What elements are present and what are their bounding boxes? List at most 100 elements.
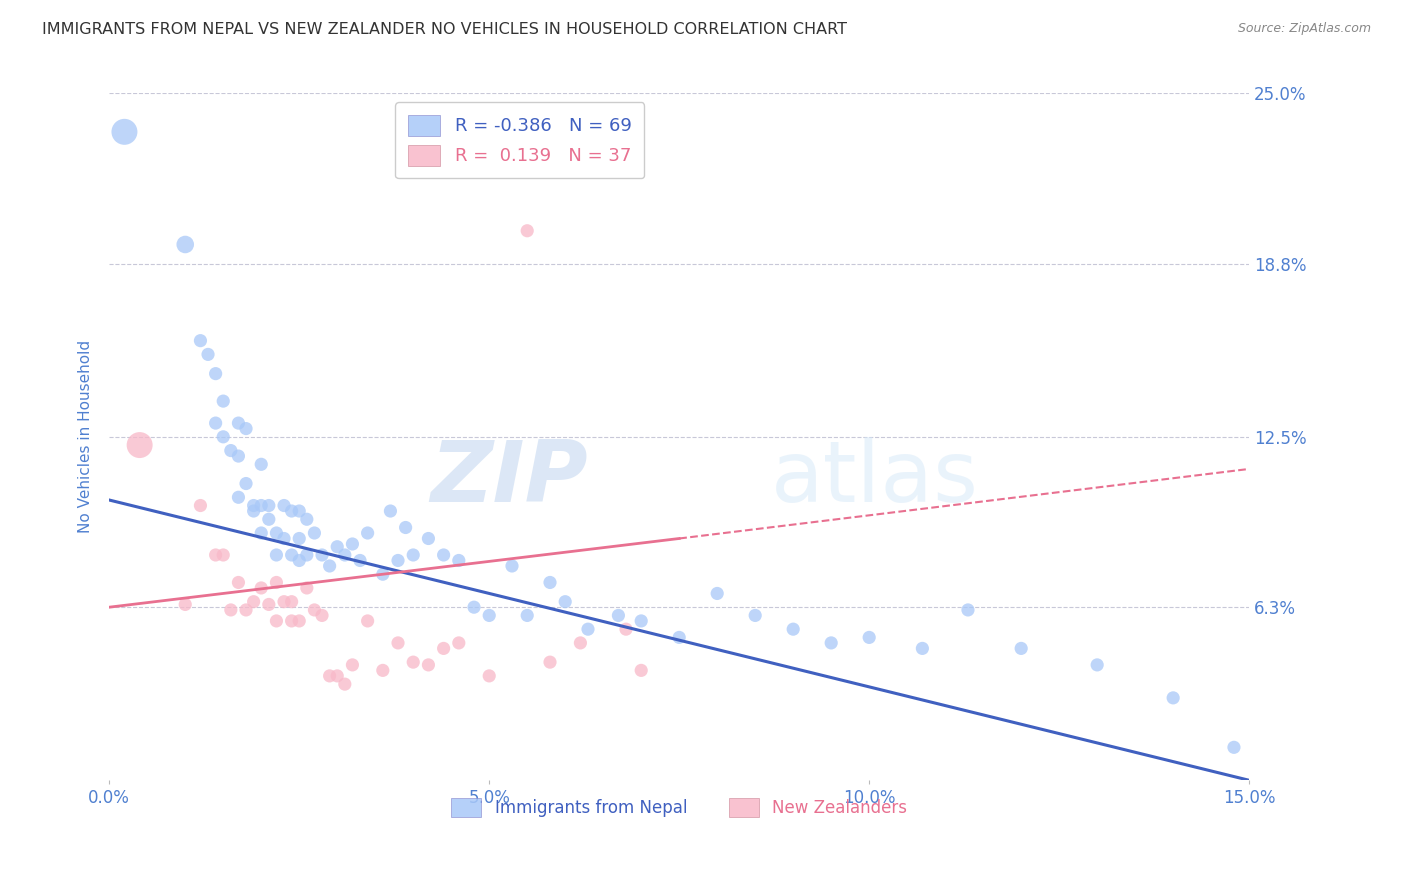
Point <box>235 421 257 435</box>
Point <box>1161 690 1184 705</box>
Point <box>911 641 934 656</box>
Point <box>212 430 235 444</box>
Point <box>668 631 690 645</box>
Point <box>190 334 212 348</box>
Point <box>204 367 226 381</box>
Point <box>280 504 302 518</box>
Point <box>266 548 288 562</box>
Point <box>204 548 226 562</box>
Point <box>288 614 311 628</box>
Point <box>607 608 630 623</box>
Point <box>318 669 340 683</box>
Point <box>318 559 340 574</box>
Point <box>212 394 235 409</box>
Point <box>228 575 250 590</box>
Point <box>235 476 257 491</box>
Point <box>266 575 288 590</box>
Point <box>266 614 288 628</box>
Point <box>304 526 326 541</box>
Point <box>174 237 197 252</box>
Point <box>387 553 409 567</box>
Point <box>516 224 538 238</box>
Point <box>463 600 485 615</box>
Point <box>257 499 280 513</box>
Point <box>228 449 250 463</box>
Point <box>257 512 280 526</box>
Point <box>212 548 235 562</box>
Point <box>235 603 257 617</box>
Point <box>614 622 637 636</box>
Point <box>433 641 456 656</box>
Point <box>257 598 280 612</box>
Point <box>782 622 804 636</box>
Point <box>273 595 295 609</box>
Point <box>295 581 318 595</box>
Point <box>706 586 728 600</box>
Point <box>273 499 295 513</box>
Point <box>242 504 264 518</box>
Point <box>349 553 371 567</box>
Point <box>538 655 561 669</box>
Point <box>387 636 409 650</box>
Point <box>250 526 273 541</box>
Text: IMMIGRANTS FROM NEPAL VS NEW ZEALANDER NO VEHICLES IN HOUSEHOLD CORRELATION CHAR: IMMIGRANTS FROM NEPAL VS NEW ZEALANDER N… <box>42 22 848 37</box>
Point <box>418 532 440 546</box>
Point <box>219 603 242 617</box>
Point <box>478 669 501 683</box>
Point <box>333 548 356 562</box>
Point <box>478 608 501 623</box>
Point <box>576 622 599 636</box>
Point <box>744 608 766 623</box>
Point <box>311 548 333 562</box>
Point <box>447 636 470 650</box>
Point <box>288 532 311 546</box>
Point <box>250 581 273 595</box>
Point <box>371 664 394 678</box>
Point <box>204 416 226 430</box>
Point <box>394 520 416 534</box>
Point <box>1223 740 1246 755</box>
Point <box>569 636 592 650</box>
Point <box>280 614 302 628</box>
Point <box>114 125 136 139</box>
Point <box>228 490 250 504</box>
Point <box>418 657 440 672</box>
Point <box>433 548 456 562</box>
Point <box>501 559 523 574</box>
Point <box>228 416 250 430</box>
Point <box>371 567 394 582</box>
Text: ZIP: ZIP <box>430 436 588 519</box>
Point <box>402 655 425 669</box>
Point <box>326 669 349 683</box>
Point <box>266 526 288 541</box>
Point <box>304 603 326 617</box>
Point <box>956 603 979 617</box>
Point <box>630 614 652 628</box>
Point <box>190 499 212 513</box>
Point <box>402 548 425 562</box>
Point <box>342 537 364 551</box>
Point <box>333 677 356 691</box>
Point <box>250 499 273 513</box>
Point <box>326 540 349 554</box>
Point <box>219 443 242 458</box>
Point <box>280 595 302 609</box>
Point <box>554 595 576 609</box>
Point <box>858 631 880 645</box>
Point <box>342 657 364 672</box>
Point <box>1085 657 1108 672</box>
Legend: Immigrants from Nepal, New Zealanders: Immigrants from Nepal, New Zealanders <box>444 791 914 823</box>
Point <box>288 553 311 567</box>
Text: Source: ZipAtlas.com: Source: ZipAtlas.com <box>1237 22 1371 36</box>
Point <box>128 438 150 452</box>
Point <box>295 512 318 526</box>
Point <box>356 614 378 628</box>
Point <box>311 608 333 623</box>
Point <box>280 548 302 562</box>
Point <box>1010 641 1032 656</box>
Point <box>356 526 378 541</box>
Point <box>250 458 273 472</box>
Y-axis label: No Vehicles in Household: No Vehicles in Household <box>79 340 93 533</box>
Point <box>447 553 470 567</box>
Point <box>820 636 842 650</box>
